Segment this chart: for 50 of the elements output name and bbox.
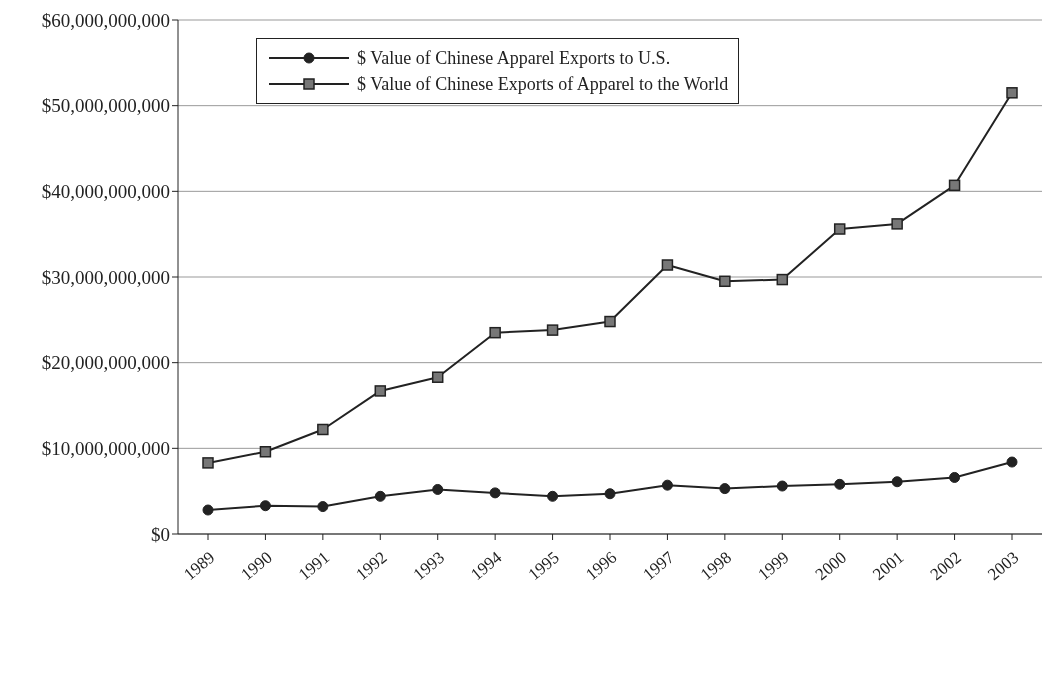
- y-tick-label: $50,000,000,000: [41, 95, 170, 117]
- point: [374, 490, 386, 502]
- point: [719, 275, 731, 288]
- point: [547, 490, 559, 502]
- point: [949, 471, 961, 483]
- point: [1006, 456, 1018, 468]
- point: [661, 479, 673, 491]
- x-tick-label: 1994: [467, 547, 506, 585]
- point: [719, 483, 731, 495]
- y-tick-label: $40,000,000,000: [41, 181, 170, 203]
- point: [891, 218, 903, 230]
- legend-label: $ Value of Chinese Apparel Exports to U.S.: [357, 47, 671, 70]
- legend-label: $ Value of Chinese Exports of Apparel to the World: [357, 73, 729, 96]
- point: [834, 478, 846, 490]
- point: [202, 504, 214, 516]
- x-tick-label: 1996: [582, 547, 621, 585]
- x-tick-label: 1995: [524, 547, 563, 585]
- x-tick-label: 1992: [352, 547, 391, 585]
- point: [431, 371, 444, 383]
- x-tick-label: 1999: [754, 547, 793, 585]
- point: [546, 324, 559, 336]
- point: [374, 385, 387, 397]
- point: [317, 501, 329, 513]
- point: [259, 500, 271, 512]
- y-tick-label: $0: [151, 523, 170, 545]
- point: [202, 457, 214, 469]
- point: [661, 259, 674, 271]
- point: [604, 488, 616, 500]
- x-tick-label: 1998: [696, 547, 736, 585]
- point: [604, 315, 616, 328]
- point: [489, 326, 501, 339]
- point: [891, 476, 903, 488]
- x-tick-label: 1989: [180, 547, 219, 585]
- point: [432, 483, 444, 495]
- y-tick-label: $20,000,000,000: [41, 352, 170, 374]
- point: [776, 480, 788, 492]
- point: [259, 446, 272, 458]
- x-tick-label: 1990: [237, 547, 276, 585]
- x-tick-label: 2001: [869, 547, 908, 585]
- point: [489, 487, 501, 499]
- y-tick-label: $30,000,000,000: [41, 266, 170, 288]
- point: [833, 223, 846, 235]
- y-tick-label: $10,000,000,000: [41, 438, 170, 460]
- point: [317, 423, 329, 436]
- point: [776, 273, 789, 286]
- point: [1006, 87, 1018, 99]
- point: [948, 179, 961, 192]
- y-tick-label: $60,000,000,000: [41, 9, 170, 31]
- x-tick-label: 1993: [409, 547, 448, 585]
- x-tick-label: 1991: [294, 547, 334, 585]
